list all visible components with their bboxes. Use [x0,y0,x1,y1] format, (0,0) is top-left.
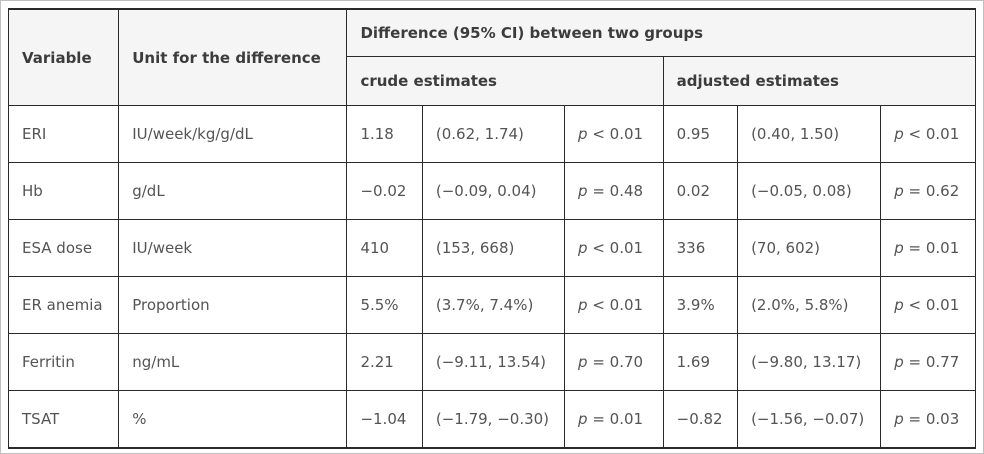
p-symbol: p [894,353,904,371]
p-value: = 0.48 [592,182,644,200]
adjusted-estimate-cell: 1.69 [662,333,739,391]
adjusted-estimate-cell: 336 [662,219,739,277]
adjusted-p-cell: p < 0.01 [880,105,976,163]
col-header-difference: Difference (95% CI) between two groups [346,8,976,57]
crude-p-cell: p < 0.01 [564,276,664,334]
p-symbol: p [578,182,588,200]
p-symbol: p [578,296,588,314]
variable-cell: Ferritin [7,333,120,391]
p-symbol: p [578,239,588,257]
crude-p-cell: p < 0.01 [564,105,664,163]
variable-cell: ER anemia [7,276,120,334]
adjusted-p-cell: p = 0.62 [880,162,976,220]
col-header-crude: crude estimates [346,56,664,106]
adjusted-ci-cell: (70, 602) [737,219,882,277]
table-body: ERI IU/week/kg/g/dL 1.18 (0.62, 1.74) p … [7,105,976,449]
p-symbol: p [578,353,588,371]
adjusted-p-cell: p = 0.77 [880,333,976,391]
adjusted-ci-cell: (−0.05, 0.08) [737,162,882,220]
adjusted-ci-cell: (−9.80, 13.17) [737,333,882,391]
adjusted-estimate-cell: 0.95 [662,105,739,163]
col-header-variable: Variable [7,8,120,106]
table-row-eri: ERI IU/week/kg/g/dL 1.18 (0.62, 1.74) p … [7,105,976,163]
crude-estimate-cell: 5.5% [346,276,423,334]
header-row-sub: crude estimates adjusted estimates [9,56,977,106]
adjusted-p-cell: p = 0.01 [880,219,976,277]
variable-cell: Hb [7,162,120,220]
crude-p-cell: p < 0.01 [564,219,664,277]
p-symbol: p [578,125,588,143]
crude-p-cell: p = 0.48 [564,162,664,220]
p-symbol: p [894,125,904,143]
table-row-er-anemia: ER anemia Proportion 5.5% (3.7%, 7.4%) p… [7,276,976,334]
crude-estimate-cell: 2.21 [346,333,423,391]
table-row-tsat: TSAT % −1.04 (−1.79, −0.30) p = 0.01 −0.… [7,390,976,449]
unit-cell: ng/mL [118,333,348,391]
p-value: = 0.01 [592,410,644,428]
p-symbol: p [894,296,904,314]
p-symbol: p [894,410,904,428]
crude-p-cell: p = 0.70 [564,333,664,391]
adjusted-ci-cell: (−1.56, −0.07) [737,390,882,449]
p-value: = 0.62 [908,182,960,200]
unit-cell: % [118,390,348,449]
crude-estimate-cell: −0.02 [346,162,423,220]
unit-cell: g/dL [118,162,348,220]
results-table: Variable Unit for the difference Differe… [7,8,977,449]
col-header-unit: Unit for the difference [118,8,348,106]
crude-ci-cell: (3.7%, 7.4%) [421,276,566,334]
unit-cell: IU/week [118,219,348,277]
p-value: = 0.77 [908,353,960,371]
crude-ci-cell: (−1.79, −0.30) [421,390,566,449]
crude-ci-cell: (153, 668) [421,219,566,277]
p-value: = 0.70 [592,353,644,371]
crude-estimate-cell: 1.18 [346,105,423,163]
col-header-adjusted: adjusted estimates [662,56,977,106]
p-value: < 0.01 [592,296,644,314]
crude-estimate-cell: −1.04 [346,390,423,449]
adjusted-ci-cell: (0.40, 1.50) [737,105,882,163]
p-symbol: p [894,182,904,200]
p-value: < 0.01 [592,239,644,257]
crude-p-cell: p = 0.01 [564,390,664,449]
unit-cell: IU/week/kg/g/dL [118,105,348,163]
table-row-hb: Hb g/dL −0.02 (−0.09, 0.04) p = 0.48 0.0… [7,162,976,220]
p-value: < 0.01 [592,125,644,143]
p-symbol: p [894,239,904,257]
adjusted-estimate-cell: 3.9% [662,276,739,334]
crude-ci-cell: (−9.11, 13.54) [421,333,566,391]
header-row-main: Variable Unit for the difference Differe… [7,8,976,106]
p-value: < 0.01 [908,296,960,314]
adjusted-p-cell: p = 0.03 [880,390,976,449]
table-row-esa-dose: ESA dose IU/week 410 (153, 668) p < 0.01… [7,219,976,277]
p-value: = 0.01 [908,239,960,257]
variable-cell: ESA dose [7,219,120,277]
table-header: Variable Unit for the difference Differe… [7,8,977,106]
adjusted-ci-cell: (2.0%, 5.8%) [737,276,882,334]
variable-cell: TSAT [7,390,120,449]
adjusted-estimate-cell: 0.02 [662,162,739,220]
table-row-ferritin: Ferritin ng/mL 2.21 (−9.11, 13.54) p = 0… [7,333,976,391]
adjusted-estimate-cell: −0.82 [662,390,739,449]
variable-cell: ERI [7,105,120,163]
p-value: < 0.01 [908,125,960,143]
crude-ci-cell: (−0.09, 0.04) [421,162,566,220]
crude-ci-cell: (0.62, 1.74) [421,105,566,163]
unit-cell: Proportion [118,276,348,334]
p-symbol: p [578,410,588,428]
p-value: = 0.03 [908,410,960,428]
crude-estimate-cell: 410 [346,219,423,277]
adjusted-p-cell: p < 0.01 [880,276,976,334]
